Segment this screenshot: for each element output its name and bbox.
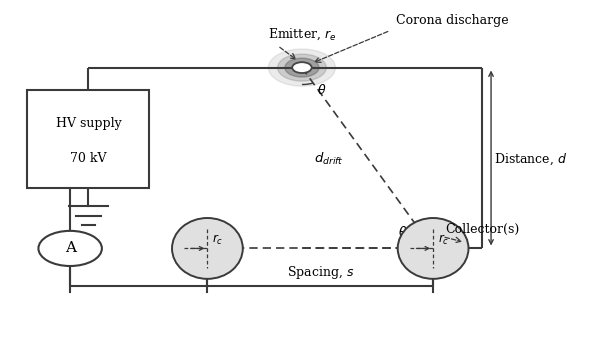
Text: A: A xyxy=(65,241,76,256)
Text: Collector(s): Collector(s) xyxy=(445,223,520,236)
Ellipse shape xyxy=(172,218,243,279)
Text: $d_{drift}$: $d_{drift}$ xyxy=(315,151,344,167)
Text: Distance, $d$: Distance, $d$ xyxy=(494,151,567,167)
Text: 70 kV: 70 kV xyxy=(70,152,107,165)
Circle shape xyxy=(268,49,336,86)
Text: Corona discharge: Corona discharge xyxy=(396,14,509,27)
Text: $\theta$: $\theta$ xyxy=(398,224,407,239)
Text: $\theta$: $\theta$ xyxy=(317,82,326,97)
Ellipse shape xyxy=(398,218,468,279)
Text: $r_c$: $r_c$ xyxy=(212,233,223,247)
Text: Emitter, $r_e$: Emitter, $r_e$ xyxy=(268,27,336,42)
Circle shape xyxy=(278,54,326,81)
Text: HV supply: HV supply xyxy=(56,117,121,130)
FancyBboxPatch shape xyxy=(27,90,149,188)
Text: Spacing, $s$: Spacing, $s$ xyxy=(287,264,354,281)
Text: $r_c$: $r_c$ xyxy=(438,233,449,247)
Circle shape xyxy=(292,62,312,73)
Circle shape xyxy=(285,58,319,77)
Circle shape xyxy=(38,231,102,266)
